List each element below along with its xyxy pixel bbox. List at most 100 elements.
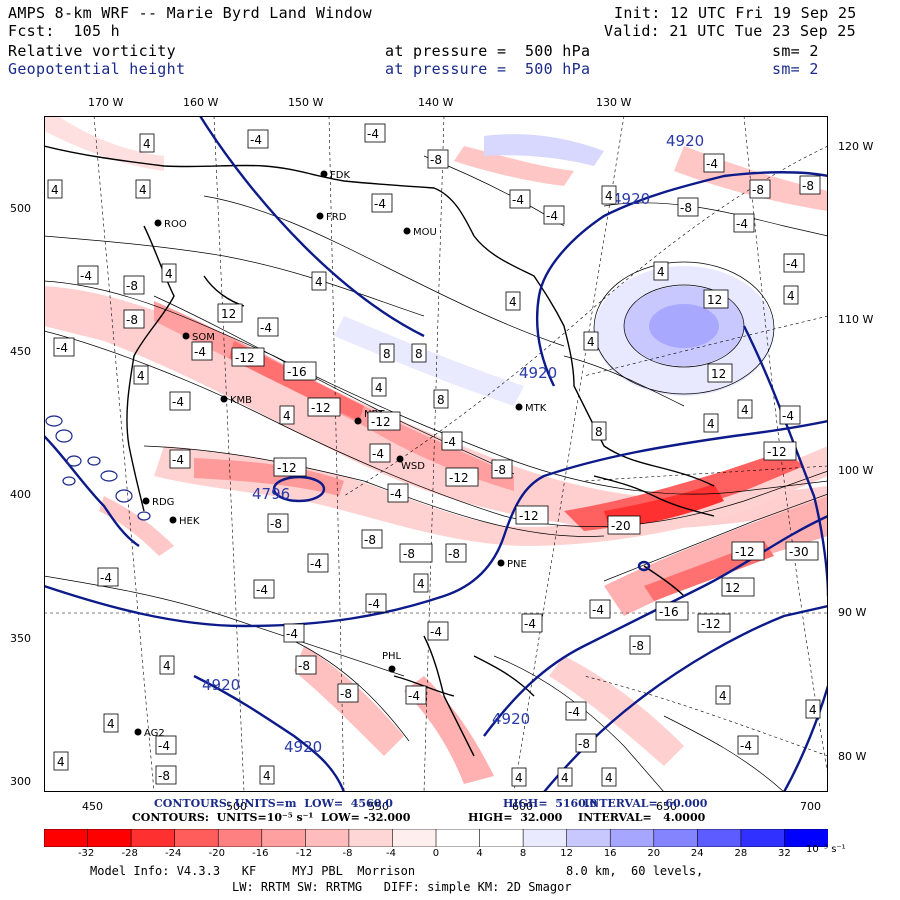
y-axis-label: 400 (10, 488, 31, 501)
svg-text:-8: -8 (270, 517, 282, 531)
svg-text:4: 4 (51, 183, 59, 197)
svg-text:-4: -4 (158, 739, 170, 753)
height-contour-label: 4920 (612, 190, 650, 208)
vort-contours-info: CONTOURS: UNITS=10⁻⁵ s⁻¹ LOW= -32.000 (132, 811, 411, 824)
colorbar-cell (305, 829, 350, 847)
svg-text:-4: -4 (524, 617, 536, 631)
forecast-hour: Fcst: 105 h (8, 22, 120, 40)
vort-label-box: -8 (799, 175, 821, 195)
station-label: HEK (179, 516, 200, 527)
x-axis-label: 650 (656, 800, 677, 813)
x-axis-label: 450 (82, 800, 103, 813)
svg-text:8: 8 (383, 347, 391, 361)
vort-label-box: 4 (259, 765, 275, 785)
vort-label-box: 4 (103, 713, 119, 733)
station-label: FRD (326, 212, 347, 223)
vort-contours-high: HIGH= 32.000 (468, 811, 563, 824)
colorbar-cell (348, 829, 394, 847)
height-contour-label: 4920 (202, 676, 240, 694)
svg-text:8: 8 (437, 393, 445, 407)
vort-label-box: -8 (399, 543, 433, 563)
svg-text:-4: -4 (310, 557, 322, 571)
vort-label-box: -4 (307, 553, 329, 573)
colorbar-tick-label: -8 (342, 848, 353, 859)
svg-text:4: 4 (587, 335, 595, 349)
model-resolution: 8.0 km, 60 levels, (566, 864, 704, 878)
vort-label-box: -4 (441, 431, 463, 451)
vort-label-box: 4 (311, 271, 327, 291)
lon-label-right: 110 W (838, 313, 874, 326)
svg-text:-4: -4 (260, 321, 272, 335)
svg-text:-4: -4 (592, 603, 604, 617)
colorbar-cell (479, 829, 524, 847)
svg-text:-4: -4 (706, 157, 718, 171)
vort-label-box: -4 (387, 483, 409, 503)
height-contour-label: 4920 (519, 364, 557, 382)
y-axis-label: 350 (10, 632, 31, 645)
vort-label-box: 4 (53, 751, 69, 771)
svg-text:4: 4 (657, 265, 665, 279)
vort-label-box: 12 (707, 363, 733, 383)
colorbar-tick-label: -24 (165, 848, 182, 859)
svg-text:4: 4 (509, 295, 517, 309)
svg-text:4: 4 (163, 659, 171, 673)
vort-label-box: -8 (155, 765, 177, 785)
svg-text:4: 4 (707, 417, 715, 431)
station-label: ROO (164, 219, 187, 230)
colorbar-cell (784, 829, 828, 847)
lon-label-top: 140 W (418, 96, 454, 109)
vort-label-box: 12 (721, 577, 755, 597)
lat-lon-grid (44, 116, 828, 792)
field1-level: at pressure = 500 hPa (385, 42, 591, 60)
svg-text:-4: -4 (374, 197, 386, 211)
vort-label-box: -12 (367, 411, 401, 431)
svg-text:-8: -8 (126, 313, 138, 327)
vort-label-box: -4 (779, 405, 801, 425)
svg-text:-4: -4 (568, 705, 580, 719)
colorbar-tick-label: 16 (603, 848, 617, 859)
colorbar-cell (740, 829, 786, 847)
vort-label-box: 4 (159, 655, 175, 675)
svg-text:4: 4 (315, 275, 323, 289)
vort-label-box: -8 (295, 655, 317, 675)
vort-label-box: -20 (607, 515, 641, 535)
vort-label-box: -8 (575, 733, 597, 753)
vort-label-box: 4 (653, 261, 669, 281)
svg-text:4: 4 (375, 381, 383, 395)
lon-label-top: 170 W (88, 96, 124, 109)
height-contour-label: 4920 (284, 738, 322, 756)
svg-text:-4: -4 (367, 127, 379, 141)
svg-text:-8: -8 (494, 463, 506, 477)
vort-label-box: -4 (97, 567, 119, 587)
svg-text:-4: -4 (56, 341, 68, 355)
svg-text:-8: -8 (126, 279, 138, 293)
vort-label-box: 4 (601, 767, 617, 787)
x-axis-label: 500 (226, 800, 247, 813)
svg-text:4: 4 (263, 769, 271, 783)
vort-label-box: 4 (783, 285, 799, 305)
vort-label-box: -12 (731, 541, 765, 561)
colorbar-cell (522, 829, 568, 847)
colorbar-cell (609, 829, 655, 847)
vort-label-box: -4 (521, 613, 543, 633)
svg-text:-4: -4 (390, 487, 402, 501)
svg-text:4: 4 (107, 717, 115, 731)
svg-text:4: 4 (605, 771, 613, 785)
vort-label-box: 4 (139, 133, 155, 153)
svg-text:-8: -8 (632, 639, 644, 653)
svg-text:-4: -4 (172, 453, 184, 467)
valid-time: Valid: 21 UTC Tue 23 Sep 25 (604, 22, 856, 40)
svg-text:4: 4 (605, 189, 613, 203)
svg-text:4: 4 (57, 755, 65, 769)
vort-label-box: 12 (217, 303, 243, 323)
colorbar-cell (87, 829, 132, 847)
svg-text:8: 8 (415, 347, 423, 361)
svg-text:4: 4 (165, 267, 173, 281)
vorticity-labels: 4 -4 -4 -8 4 4 -4 -4 -4 4 -4 -8 -8 -8 -4… (47, 123, 821, 787)
y-axis-label: 300 (10, 775, 31, 788)
station-markers (134, 170, 523, 736)
vort-label-box: -4 (169, 449, 191, 469)
svg-text:-8: -8 (448, 547, 460, 561)
vort-label-box: -16 (655, 601, 689, 621)
vort-label-box: 4 (47, 179, 63, 199)
